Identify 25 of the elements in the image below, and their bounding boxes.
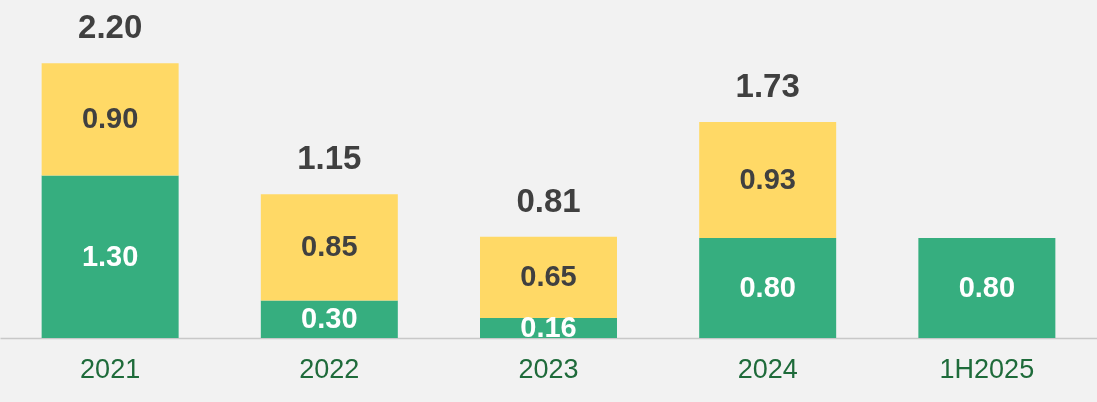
x-tick-label: 2022 — [299, 353, 360, 384]
x-tick-label: 2023 — [518, 353, 579, 384]
bar — [699, 121, 837, 239]
total-label: 2.20 — [78, 8, 143, 46]
data-label: 0.65 — [520, 260, 577, 293]
data-label: 0.16 — [520, 311, 577, 344]
data-label: 0.85 — [301, 230, 358, 263]
bar — [699, 238, 837, 338]
data-label: 0.80 — [739, 271, 796, 304]
bar — [918, 238, 1056, 338]
data-label: 1.30 — [81, 239, 139, 272]
bar — [260, 194, 398, 301]
data-label: 0.93 — [739, 162, 796, 195]
data-label: 0.90 — [81, 102, 139, 135]
data-label: 0.30 — [301, 302, 358, 335]
x-tick-label: 2024 — [737, 353, 798, 384]
x-tick-label: 1H2025 — [939, 353, 1035, 384]
total-label: 1.15 — [297, 139, 362, 177]
total-label: 1.73 — [735, 66, 800, 104]
bar — [41, 175, 179, 338]
data-label: 0.80 — [958, 271, 1016, 304]
total-label: 0.81 — [516, 181, 581, 219]
x-tick-label: 2021 — [80, 353, 141, 384]
bar — [41, 63, 179, 176]
bar — [480, 236, 617, 319]
